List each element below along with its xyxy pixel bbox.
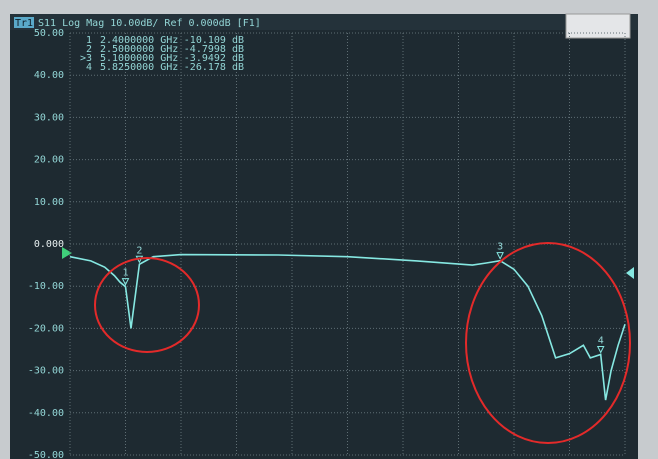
chart-title: S11 Log Mag 10.00dB/ Ref 0.000dB [F1] [38, 18, 261, 29]
marker-readout: 5.8250000 GHz [100, 62, 178, 73]
y-tick-label: 50.00 [34, 28, 64, 39]
display [10, 14, 638, 459]
y-tick-label: -40.00 [28, 408, 64, 419]
marker-label: 3 [497, 242, 503, 253]
softkey-panel [566, 14, 630, 38]
marker-label: 2 [136, 245, 142, 256]
y-tick-label: -10.00 [28, 281, 64, 292]
y-tick-label: -30.00 [28, 366, 64, 377]
marker-readout: -26.178 dB [184, 62, 244, 73]
screen: Tr1 S11 Log Mag 10.00dB/ Ref 0.000dB [F1… [0, 0, 658, 459]
y-tick-label: -50.00 [28, 450, 64, 459]
marker-label: 1 [122, 268, 128, 279]
y-tick-label: -20.00 [28, 323, 64, 334]
y-tick-label: 30.00 [34, 112, 64, 123]
trace-badge: Tr1 [15, 18, 33, 29]
y-tick-label: 20.00 [34, 155, 64, 166]
marker-label: 4 [598, 335, 604, 346]
y-tick-label: 10.00 [34, 197, 64, 208]
y-tick-label: 0.000 [34, 239, 64, 250]
marker-readout: 4 [86, 62, 92, 73]
y-tick-label: 40.00 [34, 70, 64, 81]
